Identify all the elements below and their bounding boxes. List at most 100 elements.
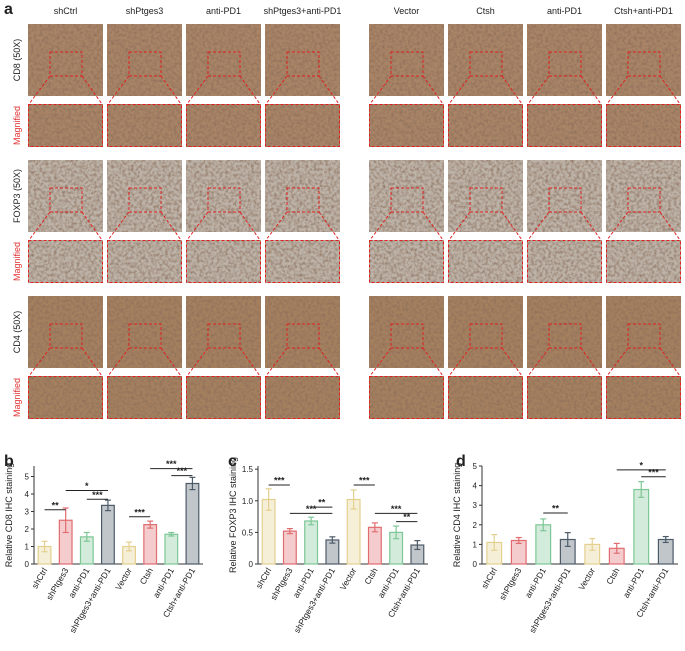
zoom-frame [527, 104, 602, 147]
zoom-box [49, 187, 83, 213]
significance-label: *** [92, 490, 103, 500]
bar [185, 482, 200, 565]
column-header: shPtges3+anti-PD1 [264, 6, 342, 16]
ihc-texture [527, 24, 602, 96]
column-header: shCtrl [54, 6, 78, 16]
x-tick-label: anti-PD1 [523, 566, 548, 600]
zoom-line [606, 75, 629, 105]
ihc-texture [606, 376, 681, 419]
zoom-line [580, 347, 602, 377]
ihc-texture [448, 104, 523, 147]
zoom-frame [606, 240, 681, 283]
row-label-magnified: Magnified [12, 378, 22, 417]
y-tick-label: 4 [25, 490, 30, 499]
ihc-texture [527, 160, 602, 232]
significance-label: * [639, 460, 643, 470]
y-tick-label: 1 [473, 540, 478, 549]
significance-label: *** [359, 475, 370, 485]
ihc-texture [186, 160, 261, 232]
ihc-texture [186, 240, 261, 283]
zoom-line [448, 347, 471, 377]
row-label-magnified: Magnified [12, 242, 22, 281]
y-axis-label: Relative CD4 IHC staining [452, 463, 462, 568]
zoom-box [49, 51, 83, 77]
zoom-line [107, 75, 130, 105]
zoom-box [286, 51, 320, 77]
zoom-line [448, 211, 471, 241]
zoom-box [390, 51, 424, 77]
zoom-frame [448, 240, 523, 283]
zoom-box [49, 323, 83, 349]
zoom-line [160, 211, 182, 241]
zoom-line [160, 75, 182, 105]
zoom-box [469, 187, 503, 213]
zoom-frame [28, 376, 103, 419]
zoom-box [548, 323, 582, 349]
x-tick-label: Vector [113, 566, 134, 592]
significance-label: *** [274, 475, 285, 485]
y-tick-label: 1.0 [242, 497, 254, 506]
ihc-texture [107, 240, 182, 283]
zoom-box [627, 51, 661, 77]
zoom-box [207, 323, 241, 349]
zoom-line [239, 75, 261, 105]
zoom-line [501, 211, 523, 241]
zoom-line [28, 211, 51, 241]
zoom-line [107, 347, 130, 377]
zoom-line [239, 347, 261, 377]
zoom-box [627, 323, 661, 349]
panel-label: a [4, 1, 13, 18]
zoom-line [659, 211, 681, 241]
zoom-line [580, 75, 602, 105]
x-tick-label: Ctsh [604, 566, 622, 586]
zoom-frame [527, 240, 602, 283]
zoom-frame [28, 104, 103, 147]
y-tick-label: 3 [473, 501, 478, 510]
significance-label: ** [552, 504, 560, 514]
zoom-line [501, 347, 523, 377]
zoom-frame [265, 376, 340, 419]
ihc-texture [186, 24, 261, 96]
zoom-line [318, 75, 340, 105]
bar [143, 524, 158, 565]
ihc-texture [28, 376, 103, 419]
significance-label: *** [391, 504, 402, 514]
zoom-line [369, 75, 392, 105]
zoom-box [207, 187, 241, 213]
ihc-texture [369, 160, 444, 232]
ihc-texture [369, 24, 444, 96]
zoom-frame [186, 240, 261, 283]
zoom-line [422, 347, 444, 377]
significance-label: *** [648, 467, 659, 477]
bar [304, 520, 319, 565]
row-label: CD4 (50X) [12, 311, 22, 354]
ihc-texture [28, 104, 103, 147]
zoom-line [81, 211, 103, 241]
zoom-frame [186, 376, 261, 419]
column-header: Ctsh [476, 6, 495, 16]
bar [657, 538, 674, 565]
zoom-box [390, 187, 424, 213]
zoom-frame [369, 240, 444, 283]
ihc-texture [186, 376, 261, 419]
ihc-texture [28, 296, 103, 368]
y-tick-label: 1.5 [242, 465, 254, 474]
zoom-box [548, 51, 582, 77]
y-tick-label: 0 [249, 560, 254, 569]
ihc-texture [265, 240, 340, 283]
x-tick-label: anti-PD1 [621, 566, 646, 600]
zoom-line [81, 347, 103, 377]
zoom-line [422, 211, 444, 241]
zoom-box [469, 51, 503, 77]
zoom-frame [606, 104, 681, 147]
ihc-texture [265, 376, 340, 419]
zoom-line [448, 75, 471, 105]
column-header: Vector [394, 6, 420, 16]
ihc-texture [606, 296, 681, 368]
y-tick-label: 5 [25, 473, 30, 482]
zoom-line [369, 347, 392, 377]
x-tick-label: shCtrl [479, 566, 499, 590]
zoom-line [501, 75, 523, 105]
zoom-line [265, 347, 288, 377]
